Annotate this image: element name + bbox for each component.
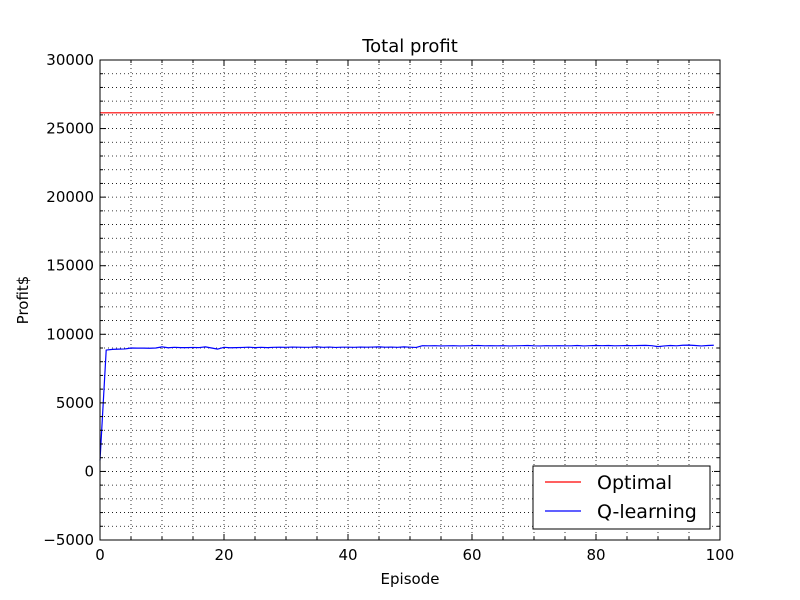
y-tick-label: 20000: [46, 188, 94, 206]
series-line-q-learning: [99, 344, 714, 461]
x-tick-label: 40: [338, 546, 357, 564]
x-axis-label: Episode: [381, 570, 440, 588]
y-axis-label: Profit$: [14, 276, 32, 325]
x-tick-label: 0: [95, 546, 105, 564]
x-tick-label: 20: [214, 546, 233, 564]
y-tick-label: 0: [84, 462, 94, 480]
x-tick-label: 60: [462, 546, 481, 564]
tick-labels: 0 20 40 60 80 100−500005000100001500020000250…: [43, 51, 734, 564]
y-tick-label: 15000: [46, 257, 94, 275]
series-lines: [99, 112, 714, 461]
legend-label-q-learning: Q-learning: [597, 501, 697, 523]
y-tick-label: 5000: [56, 394, 94, 412]
x-tick-label: 100: [706, 546, 735, 564]
y-tick-label: 25000: [46, 120, 94, 138]
axis-ticks: [99, 59, 721, 541]
legend-box: [532, 465, 711, 530]
x-tick-label: 80: [586, 546, 605, 564]
y-tick-label: −5000: [43, 531, 94, 549]
y-tick-label: 30000: [46, 51, 94, 69]
y-tick-label: 10000: [46, 325, 94, 343]
legend: Optimal Q-learning: [532, 465, 711, 530]
legend-label-optimal: Optimal: [597, 472, 672, 494]
chart-title: Total profit: [361, 36, 458, 57]
